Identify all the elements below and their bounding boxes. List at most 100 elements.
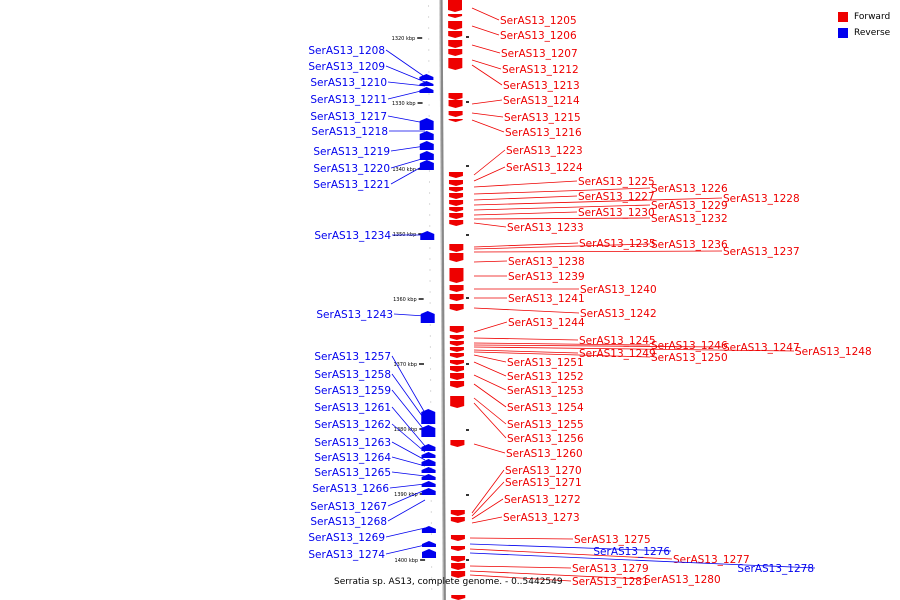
reverse-gene-block <box>421 467 436 473</box>
forward-gene-label: SerAS13_1240 <box>580 284 657 296</box>
genome-caption: Serratia sp. AS13, complete genome. - 0.… <box>334 577 563 587</box>
reverse-gene-label: SerAS13_1211 <box>310 94 387 106</box>
forward-gene-label: SerAS13_1275 <box>574 534 651 546</box>
scale-tick-label: 1390 kbp <box>394 492 418 498</box>
legend-forward: Forward <box>838 9 890 25</box>
forward-gene-block <box>448 93 463 100</box>
forward-gene-block <box>451 546 466 551</box>
reverse-gene-connector <box>390 145 426 152</box>
forward-gene-block <box>448 172 463 178</box>
reverse-gene-connector <box>389 483 426 489</box>
forward-gene-connector <box>473 354 507 363</box>
forward-gene-label: SerAS13_1244 <box>508 317 585 329</box>
forward-gene-connector <box>473 204 651 211</box>
forward-gene-label: SerAS13_1252 <box>507 371 584 383</box>
forward-gene-block <box>449 335 464 340</box>
forward-gene-block <box>448 58 463 70</box>
forward-gene-block <box>450 440 465 447</box>
scale-tick-label: 1330 kbp <box>392 101 416 107</box>
reverse-gene-connector <box>469 543 672 552</box>
forward-gene-connector <box>471 99 503 105</box>
forward-gene-block <box>448 100 463 108</box>
forward-gene-block <box>449 200 464 206</box>
forward-gene-connector <box>473 180 578 188</box>
forward-gene-label: SerAS13_1250 <box>651 352 728 364</box>
reverse-gene-label: SerAS13_1262 <box>314 419 391 431</box>
forward-gene-block <box>448 0 462 12</box>
reverse-gene-label: SerAS13_1269 <box>308 532 385 544</box>
forward-gene-label: SerAS13_1224 <box>506 162 583 174</box>
reverse-gene-block <box>419 160 434 170</box>
forward-gene-connector <box>469 570 644 580</box>
reverse-gene-connector <box>391 471 426 477</box>
forward-gene-block <box>450 366 465 372</box>
forward-gene-label: SerAS13_1242 <box>580 308 657 320</box>
reverse-gene-label: SerAS13_1209 <box>308 61 385 73</box>
reverse-gene-connector <box>385 544 426 555</box>
reverse-gene-connector <box>385 49 426 78</box>
forward-gene-label: SerAS13_1247 <box>723 342 800 354</box>
backbone-highlight <box>439 0 444 600</box>
reverse-gene-block <box>421 452 436 458</box>
forward-gene-connector <box>473 260 508 263</box>
reverse-gene-connector <box>391 355 426 414</box>
reverse-gene-label: SerAS13_1218 <box>311 126 388 138</box>
forward-gene-label: SerAS13_1239 <box>508 271 585 283</box>
reverse-gene-label: SerAS13_1263 <box>314 437 391 449</box>
forward-gene-connector <box>471 7 500 21</box>
reverse-gene-block <box>419 118 434 130</box>
reverse-gene-label: SerAS13_1234 <box>314 230 391 242</box>
forward-gene-block <box>449 213 464 219</box>
reverse-gene-block <box>420 231 435 240</box>
forward-gene-label: SerAS13_1213 <box>503 80 580 92</box>
forward-gene-block <box>449 244 464 252</box>
forward-gene-block <box>450 373 465 380</box>
forward-gene-connector <box>471 516 503 524</box>
forward-gene-block <box>449 347 464 352</box>
reverse-gene-label: SerAS13_1257 <box>314 351 391 363</box>
forward-gene-connector <box>473 383 507 408</box>
reverse-gene-label: SerAS13_1267 <box>310 501 387 513</box>
forward-gene-connector <box>469 548 673 560</box>
forward-gene-label: SerAS13_1255 <box>507 419 584 431</box>
reverse-gene-block <box>419 151 434 160</box>
forward-gene-block <box>449 207 464 212</box>
reverse-gene-connector <box>393 313 426 317</box>
reverse-gene-connector <box>391 389 426 432</box>
forward-gene-block <box>449 220 464 226</box>
forward-gene-connector <box>473 344 723 348</box>
forward-gene-block <box>450 535 465 541</box>
forward-gene-block <box>450 381 465 388</box>
forward-gene-connector <box>471 44 501 54</box>
forward-gene-label: SerAS13_1251 <box>507 357 584 369</box>
forward-gene-label: SerAS13_1273 <box>503 512 580 524</box>
forward-gene-block <box>450 396 465 408</box>
reverse-gene-connector <box>390 164 426 185</box>
reverse-gene-connector <box>390 157 426 169</box>
forward-gene-label: SerAS13_1280 <box>644 574 721 586</box>
forward-gene-connector <box>473 217 651 220</box>
forward-gene-connector <box>471 25 500 36</box>
forward-gene-label: SerAS13_1256 <box>507 433 584 445</box>
legend: Forward Reverse <box>838 9 890 41</box>
legend-forward-label: Forward <box>854 12 891 22</box>
forward-gene-block <box>448 119 463 122</box>
forward-gene-block <box>450 510 465 516</box>
forward-gene-block <box>449 253 464 262</box>
reverse-gene-block <box>421 481 436 487</box>
reverse-gene-block <box>421 541 436 547</box>
scale-tick-label: 1340 kbp <box>392 167 416 173</box>
forward-gene-block <box>448 14 463 18</box>
forward-gene-block <box>451 595 466 600</box>
forward-gene-block <box>449 353 464 358</box>
forward-gene-label: SerAS13_1229 <box>651 200 728 212</box>
forward-gene-label: SerAS13_1215 <box>504 112 581 124</box>
scale-tick-label: 1400 kbp <box>395 558 419 564</box>
forward-gene-label: SerAS13_1207 <box>501 48 578 60</box>
forward-gene-connector <box>469 537 574 540</box>
forward-gene-label: SerAS13_1248 <box>795 346 872 358</box>
forward-gene-label: SerAS13_1260 <box>506 448 583 460</box>
forward-gene-block <box>449 326 464 333</box>
forward-gene-label: SerAS13_1233 <box>507 222 584 234</box>
